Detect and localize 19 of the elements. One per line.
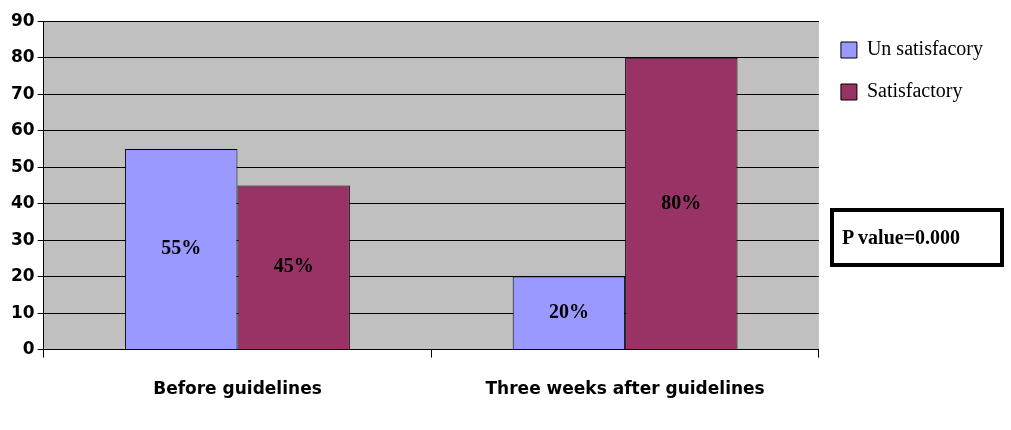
data-label: 55% bbox=[161, 236, 202, 259]
y-tick-label: 0 bbox=[22, 338, 35, 359]
y-tick-label: 10 bbox=[10, 301, 35, 322]
y-tick-label: 50 bbox=[10, 155, 35, 176]
y-tick-label: 80 bbox=[10, 46, 35, 67]
data-label: 20% bbox=[548, 300, 589, 323]
y-tick-label: 60 bbox=[10, 119, 35, 140]
legend-label: Satisfactory bbox=[866, 79, 963, 103]
data-label: 80% bbox=[661, 190, 702, 213]
y-tick-label: 40 bbox=[10, 192, 35, 213]
x-tick-label: Three weeks after guidelines bbox=[485, 378, 765, 399]
legend-label: Un satisfacory bbox=[866, 37, 983, 61]
text: P value=0.000 bbox=[830, 208, 1004, 267]
y-tick-label: 30 bbox=[10, 228, 35, 249]
data-label: 45% bbox=[273, 254, 314, 277]
y-tick-label: 70 bbox=[10, 82, 35, 103]
x-tick-label: Before guidelines bbox=[153, 378, 322, 399]
y-tick-label: 20 bbox=[10, 265, 35, 286]
y-tick-label: 90 bbox=[10, 9, 35, 30]
